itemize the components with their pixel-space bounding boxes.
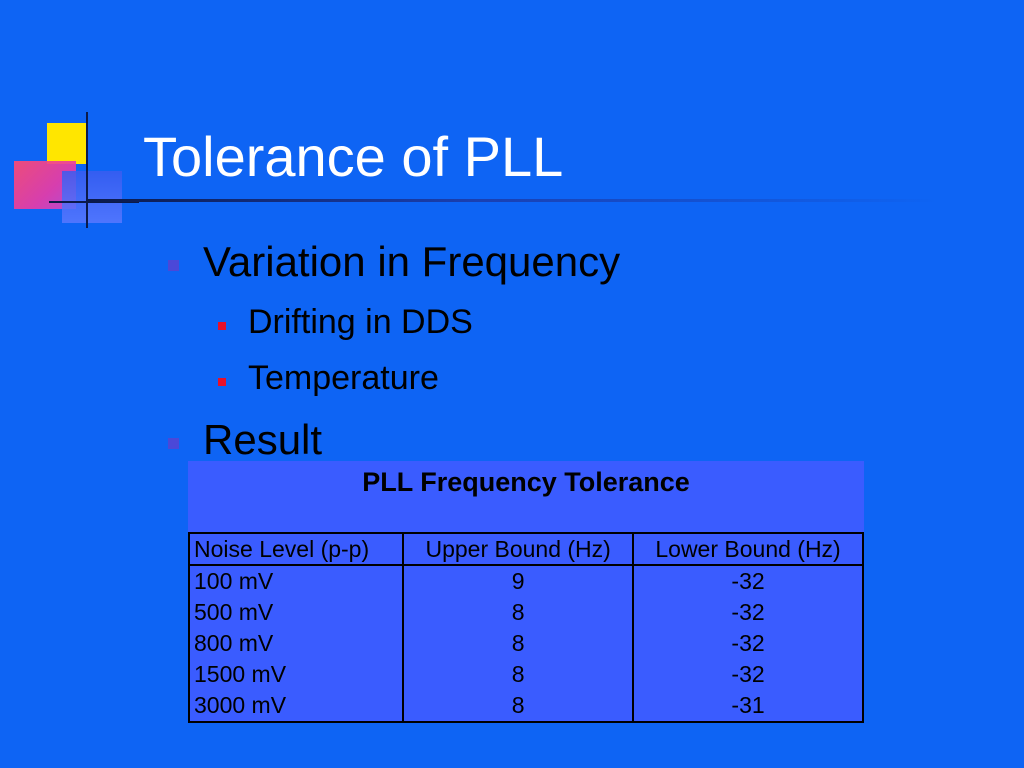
sub-bullet-marker bbox=[218, 322, 226, 330]
table-row: 500 mV 8 -32 bbox=[187, 597, 864, 628]
header-lower-bound: Lower Bound (Hz) bbox=[632, 532, 864, 566]
logo-blue-square bbox=[62, 171, 122, 223]
sub-bullet-marker bbox=[218, 378, 226, 386]
cell-lower-bound: -32 bbox=[632, 565, 864, 597]
cell-lower-bound: -32 bbox=[632, 659, 864, 690]
cell-noise-level: 1500 mV bbox=[187, 659, 404, 690]
table-row: 3000 mV 8 -31 bbox=[187, 690, 864, 723]
slide-title: Tolerance of PLL bbox=[143, 125, 564, 188]
cell-noise-level: 800 mV bbox=[187, 628, 404, 659]
cell-upper-bound: 8 bbox=[402, 690, 634, 723]
slide-logo bbox=[0, 0, 140, 240]
cell-upper-bound: 8 bbox=[402, 597, 634, 628]
result-table: Noise Level (p-p) Upper Bound (Hz) Lower… bbox=[187, 532, 864, 723]
bullet-result: Result bbox=[203, 416, 323, 463]
header-noise-level: Noise Level (p-p) bbox=[187, 532, 404, 566]
bullet-variation-in-frequency: Variation in Frequency bbox=[203, 238, 621, 285]
table-row: 800 mV 8 -32 bbox=[187, 628, 864, 659]
cell-lower-bound: -31 bbox=[632, 690, 864, 723]
cell-upper-bound: 9 bbox=[402, 565, 634, 597]
cell-lower-bound: -32 bbox=[632, 597, 864, 628]
table-row: 100 mV 9 -32 bbox=[187, 565, 864, 597]
sub-bullet-temperature: Temperature bbox=[248, 359, 439, 397]
bullet-marker bbox=[168, 260, 179, 271]
cell-noise-level: 100 mV bbox=[187, 565, 404, 597]
table-row: 1500 mV 8 -32 bbox=[187, 659, 864, 690]
cell-upper-bound: 8 bbox=[402, 659, 634, 690]
cell-noise-level: 3000 mV bbox=[187, 690, 404, 723]
cell-lower-bound: -32 bbox=[632, 628, 864, 659]
header-upper-bound: Upper Bound (Hz) bbox=[402, 532, 634, 566]
sub-bullet-drifting-in-dds: Drifting in DDS bbox=[248, 303, 473, 341]
cell-upper-bound: 8 bbox=[402, 628, 634, 659]
logo-vertical-line bbox=[86, 112, 88, 228]
logo-horizontal-line bbox=[49, 201, 139, 203]
logo-yellow-square bbox=[47, 123, 87, 164]
bullet-marker bbox=[168, 438, 179, 449]
title-underline bbox=[88, 199, 938, 202]
table-title: PLL Frequency Tolerance bbox=[362, 467, 690, 497]
cell-noise-level: 500 mV bbox=[187, 597, 404, 628]
table-header-row: Noise Level (p-p) Upper Bound (Hz) Lower… bbox=[187, 532, 864, 566]
